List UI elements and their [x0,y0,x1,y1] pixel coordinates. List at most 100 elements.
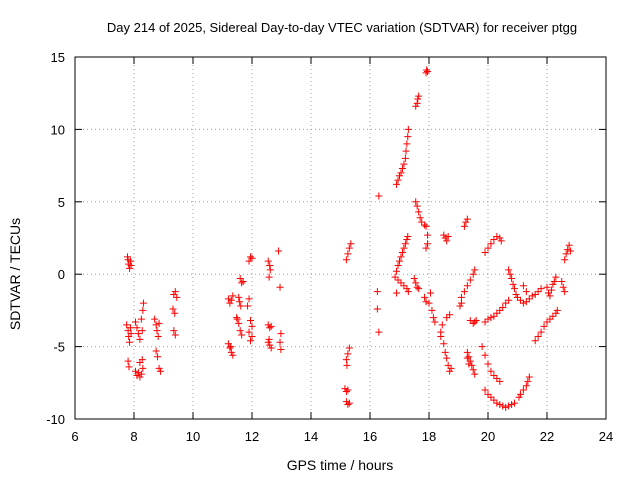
data-point [558,277,566,285]
data-point [154,353,162,361]
data-point [373,288,381,296]
data-point [463,215,471,223]
data-point [543,283,551,291]
data-point [456,302,464,310]
data-point [499,304,507,312]
data-point [239,277,247,285]
data-point [469,366,477,374]
data-point [137,315,145,323]
data-point [229,351,237,359]
data-point [438,321,446,329]
data-point [127,330,135,338]
data-point [134,330,142,338]
data-point [418,218,426,226]
data-point [412,198,420,206]
data-point [226,344,234,352]
data-point [373,305,381,313]
y-tick-label: 0 [58,267,65,282]
data-point [471,266,479,274]
data-point [413,99,421,107]
data-point [267,344,275,352]
data-point [265,335,273,343]
data-point [248,254,256,262]
x-tick-label: 10 [186,429,200,444]
data-point [275,247,283,255]
data-point [505,266,513,274]
data-point [514,293,521,301]
data-point [238,279,246,287]
data-point [236,327,244,335]
data-point [481,351,489,359]
data-point [152,321,160,329]
y-tick-label: 15 [51,50,65,65]
data-point [444,233,452,241]
data-point [447,364,455,372]
data-point [227,296,235,304]
data-point [429,314,437,322]
data-point [393,267,401,275]
x-axis-label: GPS time / hours [287,457,394,473]
data-point [487,240,495,248]
data-point [226,299,234,307]
data-point [472,317,480,325]
data-point [431,318,439,326]
data-point [404,125,412,133]
data-point [522,288,530,296]
data-point [515,393,523,401]
data-point [497,237,505,245]
chart-title: Day 214 of 2025, Sidereal Day-to-day VTE… [107,20,577,35]
x-tick-label: 16 [363,429,377,444]
data-point [505,402,513,410]
data-point [393,180,401,188]
data-point [404,133,412,141]
data-point [534,288,542,296]
data-point [344,386,352,394]
data-point [508,401,516,409]
data-point [267,322,275,330]
data-point [422,298,430,306]
x-tick-label: 12 [245,429,259,444]
data-point [133,372,141,380]
data-point [391,273,399,281]
data-point [496,234,504,242]
data-point [550,277,558,285]
data-point [136,335,144,343]
data-point [546,292,554,300]
data-point [155,319,163,327]
data-point [415,285,423,293]
data-point [443,314,451,322]
data-point [562,250,570,258]
data-point [343,361,351,369]
data-point [516,296,524,304]
x-tick-label: 8 [130,429,137,444]
data-point [493,309,501,317]
data-point [426,289,434,297]
data-point [502,299,510,307]
data-point [466,317,474,325]
data-point [171,288,179,296]
data-point [127,262,135,270]
data-point [415,92,423,100]
data-point [481,248,489,256]
data-point [397,169,405,177]
data-point [519,386,527,394]
data-point [236,298,244,306]
data-point [126,257,134,265]
data-point [139,299,147,307]
data-point [531,337,539,345]
data-point [170,327,178,335]
data-point [537,328,545,336]
x-tick-label: 24 [599,429,613,444]
data-point [264,338,272,346]
data-point [516,390,524,398]
data-point [519,299,527,307]
data-point [525,295,533,303]
grid [75,57,606,419]
plot-frame [74,56,607,420]
data-point [421,221,429,229]
data-point [398,248,406,256]
data-point [413,202,421,210]
data-point [397,253,405,261]
data-point [424,240,432,248]
data-point [413,283,421,291]
